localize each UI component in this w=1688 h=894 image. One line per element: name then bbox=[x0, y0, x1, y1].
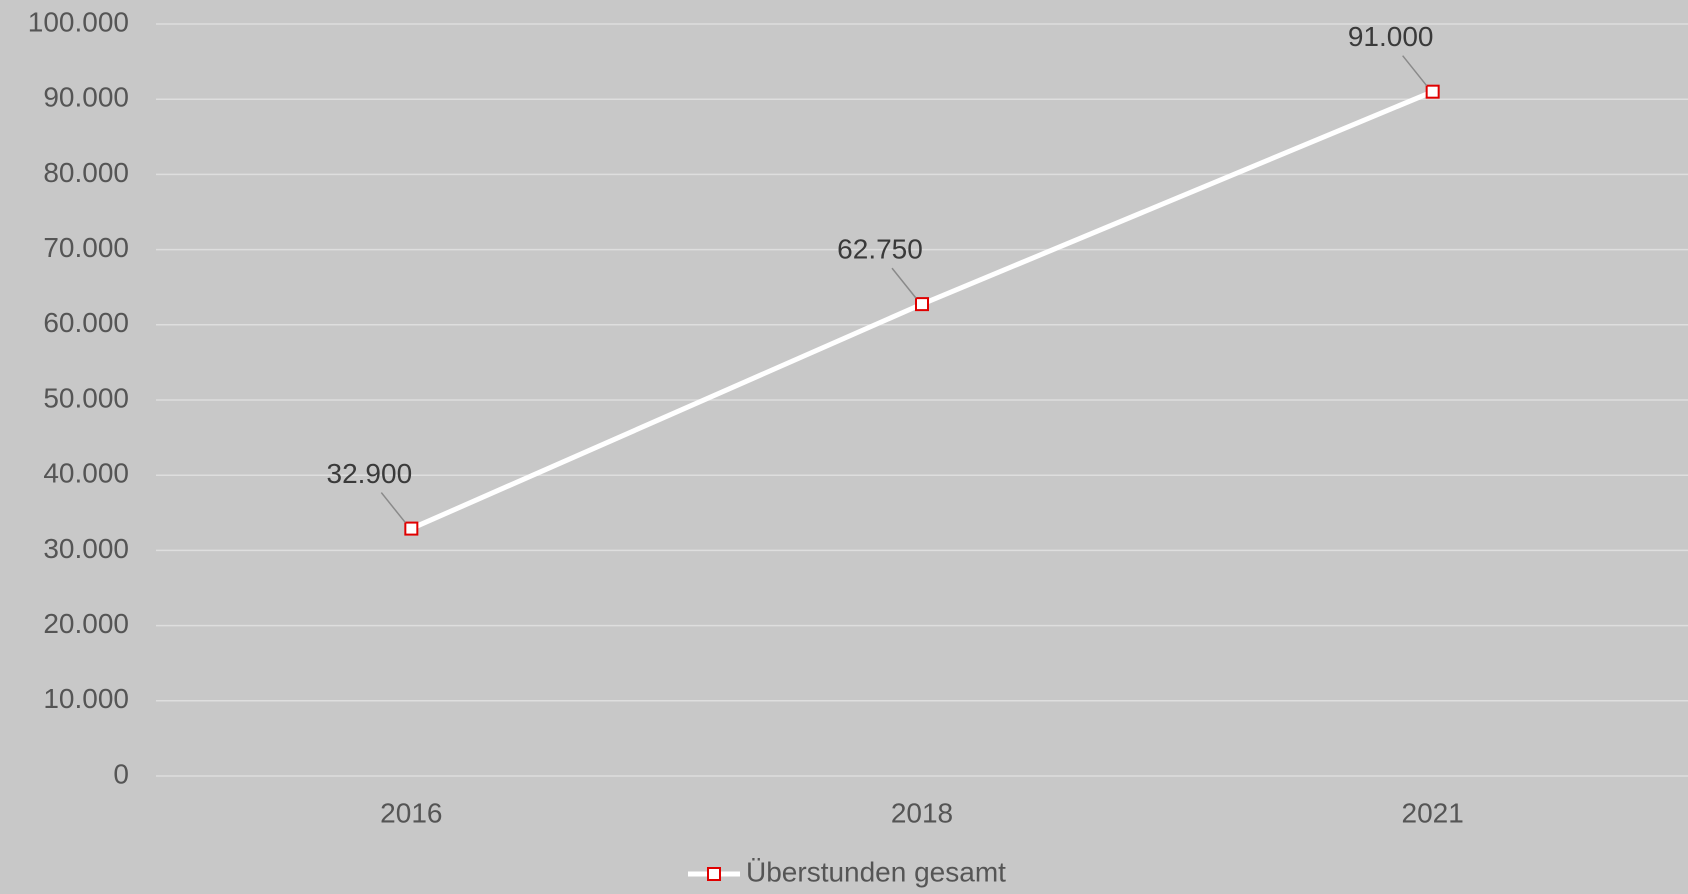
leader-line bbox=[1402, 55, 1428, 87]
y-tick-label: 40.000 bbox=[43, 458, 129, 489]
legend-label: Überstunden gesamt bbox=[746, 856, 1006, 887]
y-tick-label: 10.000 bbox=[43, 683, 129, 714]
y-tick-label: 80.000 bbox=[43, 157, 129, 188]
marker bbox=[915, 297, 929, 312]
y-tick-label: 60.000 bbox=[43, 307, 129, 338]
marker bbox=[1425, 84, 1440, 99]
y-tick-label: 90.000 bbox=[43, 82, 129, 113]
x-tick-label: 2021 bbox=[1402, 797, 1464, 828]
y-tick-label: 50.000 bbox=[43, 382, 129, 413]
data-label: 32.900 bbox=[327, 458, 413, 489]
legend-marker bbox=[707, 867, 721, 881]
y-tick-label: 100.000 bbox=[28, 6, 129, 37]
x-tick-label: 2016 bbox=[380, 797, 442, 828]
data-label: 91.000 bbox=[1348, 21, 1434, 52]
data-label: 62.750 bbox=[837, 234, 923, 265]
x-tick-label: 2018 bbox=[891, 797, 953, 828]
marker bbox=[404, 521, 419, 536]
leader-line bbox=[380, 492, 406, 524]
y-tick-label: 70.000 bbox=[43, 232, 129, 263]
y-tick-label: 0 bbox=[113, 758, 129, 789]
y-tick-label: 20.000 bbox=[43, 608, 129, 639]
leader-line bbox=[891, 267, 917, 299]
y-tick-label: 30.000 bbox=[43, 533, 129, 564]
